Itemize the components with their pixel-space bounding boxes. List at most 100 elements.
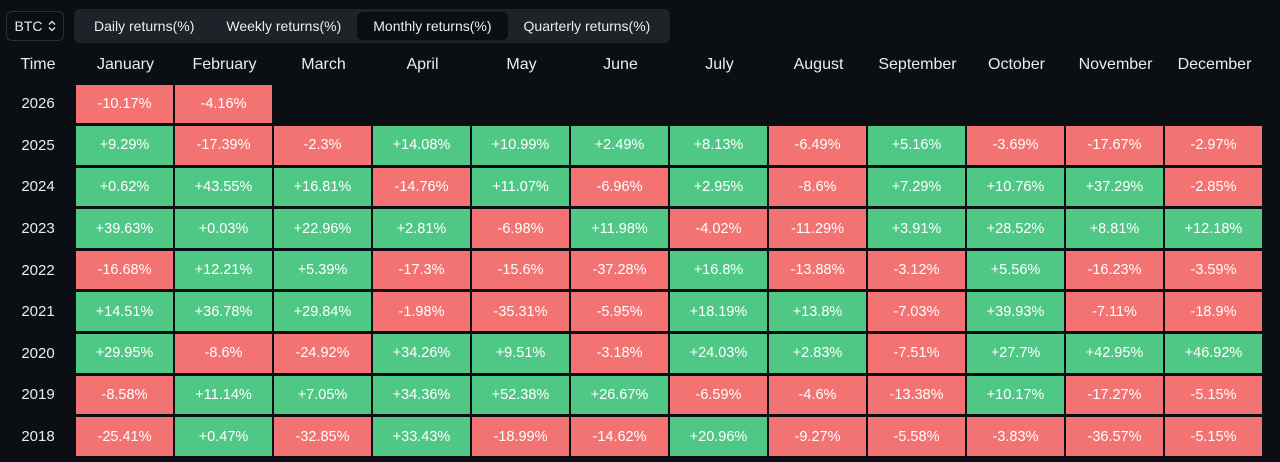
return-cell: +2.49% <box>571 126 668 165</box>
toolbar: BTC Daily returns(%) Weekly returns(%) Mon… <box>6 9 671 43</box>
return-cell: +36.78% <box>175 292 272 332</box>
return-cell: -6.96% <box>571 167 668 207</box>
table-row: 2020 +29.95% -8.6% -24.92% +34.26% +9.51% -3.1… <box>0 333 1264 375</box>
return-cell: +8.13% <box>670 126 767 165</box>
asset-select-value: BTC <box>14 18 43 34</box>
return-cell: +0.62% <box>76 167 173 207</box>
return-cell: +34.26% <box>373 334 470 373</box>
return-cell: +39.93% <box>967 292 1064 332</box>
return-cell: -3.69% <box>967 126 1064 165</box>
tab-quarterly-returns[interactable]: Quarterly returns(%) <box>523 18 651 34</box>
table-row: 2026 -10.17% -4.16% <box>0 83 1264 125</box>
return-cell: +9.51% <box>472 334 569 373</box>
return-cell: +11.07% <box>472 167 569 207</box>
return-cell: -13.88% <box>769 250 866 290</box>
returns-table: Time January February March April May June Jul… <box>0 47 1264 457</box>
time-column-header: Time <box>20 56 56 73</box>
return-cell: +10.99% <box>472 126 569 165</box>
return-cell: +2.83% <box>769 334 866 373</box>
return-cell: +11.14% <box>175 375 272 415</box>
month-header-august: August <box>793 56 844 73</box>
return-cell: +12.21% <box>175 250 272 290</box>
returns-tabs: Daily returns(%) Weekly returns(%) Monthly… <box>74 9 671 43</box>
month-header-november: November <box>1078 56 1153 73</box>
return-cell: -6.59% <box>670 375 767 415</box>
return-cell: +16.81% <box>274 167 371 207</box>
return-cell: -17.39% <box>175 126 272 165</box>
month-header-december: December <box>1177 56 1252 73</box>
return-cell: -2.3% <box>274 126 371 165</box>
year-label: 2018 <box>21 428 55 446</box>
return-cell: -7.03% <box>868 292 965 332</box>
table-row: 2025 +9.29% -17.39% -2.3% +14.08% +10.99% +2.4… <box>0 125 1264 167</box>
return-cell: -36.57% <box>1066 417 1163 456</box>
return-cell: -8.6% <box>175 334 272 373</box>
return-cell: +2.95% <box>670 167 767 207</box>
year-label: 2020 <box>21 344 55 362</box>
return-cell: +11.98% <box>571 209 668 248</box>
return-cell: +9.29% <box>76 126 173 165</box>
month-header-july: July <box>705 56 734 73</box>
tab-daily-returns[interactable]: Daily returns(%) <box>94 18 195 34</box>
return-cell: -3.83% <box>967 417 1064 456</box>
return-cell: -17.3% <box>373 250 470 290</box>
return-cell: -3.59% <box>1165 250 1262 290</box>
return-cell: -2.97% <box>1165 126 1262 165</box>
month-header-september: September <box>878 56 957 73</box>
return-cell: -5.58% <box>868 417 965 456</box>
month-header-october: October <box>988 56 1045 73</box>
return-cell: +5.39% <box>274 250 371 290</box>
return-cell: -3.12% <box>868 250 965 290</box>
return-cell: -16.23% <box>1066 250 1163 290</box>
return-cell: -4.16% <box>175 84 272 124</box>
return-cell: +12.18% <box>1165 209 1262 248</box>
return-cell: -32.85% <box>274 417 371 456</box>
return-cell: +13.8% <box>769 292 866 332</box>
return-cell: +34.36% <box>373 375 470 415</box>
year-label: 2021 <box>21 303 55 321</box>
return-cell: +37.29% <box>1066 167 1163 207</box>
return-cell: +28.52% <box>967 209 1064 248</box>
return-cell: +18.19% <box>670 292 767 332</box>
return-cell: -6.98% <box>472 209 569 248</box>
year-label: 2026 <box>21 95 55 113</box>
return-cell: -18.99% <box>472 417 569 456</box>
return-cell: +26.67% <box>571 375 668 415</box>
return-cell: +33.43% <box>373 417 470 456</box>
return-cell: -7.11% <box>1066 292 1163 332</box>
return-cell: -7.51% <box>868 334 965 373</box>
return-cell: +8.81% <box>1066 209 1163 248</box>
return-cell: +29.95% <box>76 334 173 373</box>
return-cell: +10.76% <box>967 167 1064 207</box>
asset-select[interactable]: BTC <box>6 11 64 41</box>
tab-monthly-returns[interactable]: Monthly returns(%) <box>357 12 508 40</box>
return-cell: +14.51% <box>76 292 173 332</box>
return-cell: +16.8% <box>670 250 767 290</box>
return-cell: +39.63% <box>76 209 173 248</box>
return-cell: -3.18% <box>571 334 668 373</box>
return-cell: -16.68% <box>76 250 173 290</box>
month-header-january: January <box>97 56 154 73</box>
return-cell: -5.15% <box>1165 375 1262 415</box>
return-cell: -13.38% <box>868 375 965 415</box>
tab-weekly-returns[interactable]: Weekly returns(%) <box>226 18 342 34</box>
table-row: 2019 -8.58% +11.14% +7.05% +34.36% +52.38% +26… <box>0 374 1264 416</box>
month-header-april: April <box>406 56 439 73</box>
return-cell: -5.15% <box>1165 417 1262 456</box>
return-cell: -5.95% <box>571 292 668 332</box>
return-cell: +7.05% <box>274 375 371 415</box>
return-cell: +24.03% <box>670 334 767 373</box>
return-cell: -17.67% <box>1066 126 1163 165</box>
return-cell: -14.62% <box>571 417 668 456</box>
year-label: 2024 <box>21 178 55 196</box>
return-cell: -11.29% <box>769 209 866 248</box>
month-header-may: May <box>506 56 537 73</box>
return-cell: -10.17% <box>76 84 173 124</box>
return-cell: +10.17% <box>967 375 1064 415</box>
table-row: 2023 +39.63% +0.03% +22.96% +2.81% -6.98% +11.… <box>0 208 1264 250</box>
return-cell: -14.76% <box>373 167 470 207</box>
table-header: Time January February March April May June Jul… <box>0 47 1264 83</box>
year-label: 2025 <box>21 136 55 154</box>
table-row: 2018 -25.41% +0.47% -32.85% +33.43% -18.99% -1… <box>0 416 1264 458</box>
return-cell: +5.16% <box>868 126 965 165</box>
